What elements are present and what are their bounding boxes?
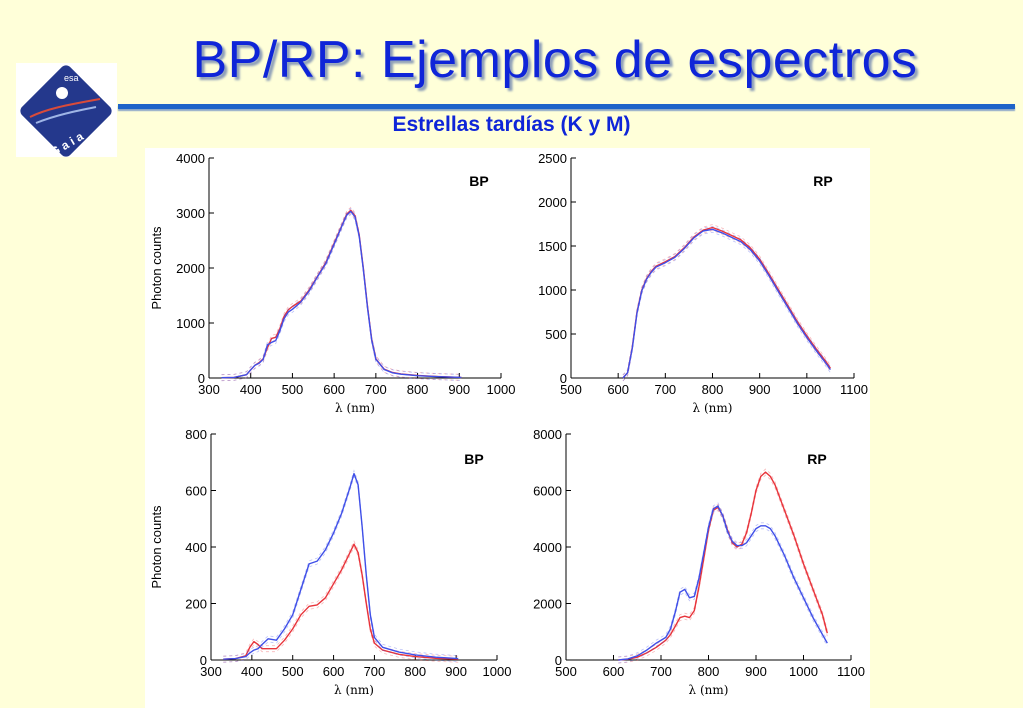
chart-rp-k-star: 500 600 700 800 900 1000 110005001000150020002… [538,151,868,415]
x-tick-label: 900 [745,664,767,679]
x-tick-label: 1100 [837,664,865,679]
x-tick-label: 400 [241,664,263,679]
series-blue-upper-envelope [618,502,828,658]
slide-subtitle: Estrellas tardías (K y M) [392,113,631,136]
x-tick-label: 600 [603,664,625,679]
series-red-lower-envelope [618,474,828,664]
series-blue-upper-envelope [223,469,459,657]
x-tick-label: 1000 [789,664,818,679]
gaia-logo: esa G a i a [16,63,117,159]
plot-panel-bp-m-star: 300 400 500 600 700 800 900 1000 0 200 400 600 800 λ … [145,426,521,708]
series-red-line [622,226,831,379]
chart-bp-k-star: 300 400 500 600 700 800 900 1000 0 1000 2000 3000 40… [149,151,516,415]
y-tick-label: 4000 [176,151,205,166]
y-tick-label: 200 [185,597,207,612]
plot-panel-rp-m-star: 500 600 700 800 900 1000 1100 0 2000 4000 6000 8000… [521,426,870,708]
series-blue-lower-envelope [223,475,459,663]
x-tick-label: 600 [607,382,629,397]
x-tick-label: 700 [364,664,386,679]
series-red-lower-envelope [223,546,459,663]
series-red-line [221,209,462,379]
x-tick-label: 800 [698,664,720,679]
y-tick-label: 0 [200,653,207,668]
y-tick-label: 3000 [176,206,205,221]
series-red-line [618,471,828,661]
x-tick-label: 700 [654,382,676,397]
x-tick-label: 1000 [483,664,512,679]
x-axis-label: λ (nm) [689,683,729,697]
plot-panel-rp-k-star: 500 600 700 800 900 1000 1100 0 500 1000 1500 2000 2… [521,148,870,426]
y-tick-label: 600 [185,484,207,499]
y-tick-label: 1000 [538,283,567,298]
x-tick-label: 500 [282,664,304,679]
band-label: BP [464,451,483,467]
series-red-lower-envelope [622,230,831,382]
x-tick-label: 900 [448,382,470,397]
series-blue-upper-envelope [221,207,462,376]
x-tick-label: 1000 [792,382,821,397]
y-tick-label: 0 [560,371,567,386]
series-red-upper-envelope [223,540,459,657]
series-red-upper-envelope [221,206,462,376]
series-blue-lower-envelope [221,213,462,382]
x-tick-label: 600 [323,382,345,397]
y-tick-label: 2500 [538,151,567,166]
y-tick-label: 2000 [538,195,567,210]
series-blue-line [622,228,831,379]
x-tick-label: 500 [282,382,304,397]
y-tick-label: 4000 [533,540,562,555]
x-tick-label: 400 [240,382,262,397]
band-label: BP [469,173,488,189]
plot-panel-bp-k-star: 300 400 500 600 700 800 900 1000 0 1000 2000 3000 40… [145,148,521,426]
series-red-lower-envelope [221,212,462,382]
x-tick-label: 300 [198,382,220,397]
x-tick-label: 900 [749,382,771,397]
series-blue-line [221,210,462,379]
y-axis-label: Photon counts [149,505,164,589]
y-tick-label: 0 [555,653,562,668]
x-tick-label: 300 [200,664,222,679]
series-blue-upper-envelope [622,225,831,376]
x-tick-label: 700 [650,664,672,679]
band-label: RP [813,173,832,189]
x-tick-label: 800 [702,382,724,397]
x-tick-label: 500 [560,382,582,397]
chart-bp-m-star: 300 400 500 600 700 800 900 1000 0 200 400 600 800 λ … [149,427,512,697]
x-tick-label: 900 [445,664,467,679]
slide-title: BP/RP: Ejemplos de espectros [192,31,918,89]
x-tick-label: 500 [555,664,577,679]
series-red-line [223,543,459,660]
x-tick-label: 700 [365,382,387,397]
x-tick-label: 1000 [487,382,516,397]
x-axis-label: λ (nm) [335,401,375,415]
chart-rp-m-star: 500 600 700 800 900 1000 1100 0 2000 4000 6000 8000… [533,427,865,697]
y-tick-label: 400 [185,540,207,555]
gaia-emblem-icon: esa G a i a [20,65,112,159]
series-blue-lower-envelope [618,508,828,664]
y-tick-label: 2000 [176,261,205,276]
band-label: RP [807,451,826,467]
x-tick-label: 800 [407,382,429,397]
y-tick-label: 0 [198,371,205,386]
x-tick-label: 600 [323,664,345,679]
x-tick-label: 1100 [840,382,868,397]
y-tick-label: 8000 [533,427,562,442]
y-tick-label: 1000 [176,316,205,331]
y-tick-label: 1500 [538,239,567,254]
y-tick-label: 500 [545,327,567,342]
y-tick-label: 6000 [533,484,562,499]
x-tick-label: 800 [404,664,426,679]
series-blue-line [223,472,459,660]
series-blue-lower-envelope [622,231,831,382]
y-tick-label: 2000 [533,597,562,612]
x-axis-label: λ (nm) [334,683,374,697]
series-red-upper-envelope [618,468,828,658]
title-divider [118,104,1015,109]
series-red-upper-envelope [622,224,831,376]
y-axis-label: Photon counts [149,226,164,310]
y-tick-label: 800 [185,427,207,442]
esa-text: esa [64,73,79,83]
x-axis-label: λ (nm) [693,401,733,415]
series-blue-line [618,505,828,661]
